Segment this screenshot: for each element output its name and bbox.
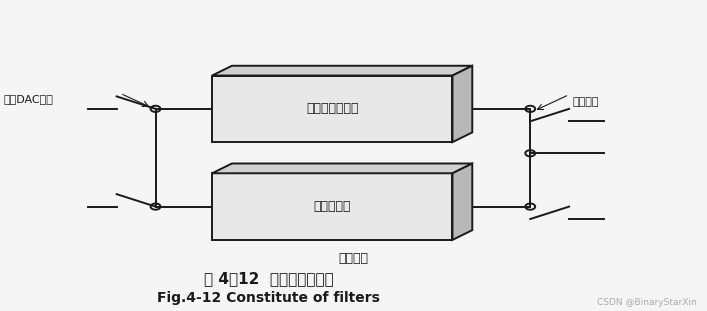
Polygon shape	[212, 164, 472, 173]
Polygon shape	[452, 66, 472, 142]
Polygon shape	[452, 164, 472, 240]
Text: Fig.4-12 Constitute of filters: Fig.4-12 Constitute of filters	[157, 291, 380, 305]
Polygon shape	[212, 76, 452, 142]
Text: 椭圆滤波器: 椭圆滤波器	[313, 200, 351, 213]
Polygon shape	[212, 173, 452, 240]
Polygon shape	[212, 66, 472, 76]
Text: 图 4－12  滤波器组组成图: 图 4－12 滤波器组组成图	[204, 272, 334, 286]
Text: 线性相位滤波器: 线性相位滤波器	[306, 102, 358, 115]
Text: 波形DAC输出: 波形DAC输出	[4, 94, 54, 104]
Text: 滤波器组: 滤波器组	[339, 252, 368, 265]
Text: 滤波输出: 滤波输出	[573, 97, 599, 107]
Text: CSDN @BinaryStarXin: CSDN @BinaryStarXin	[597, 298, 696, 307]
